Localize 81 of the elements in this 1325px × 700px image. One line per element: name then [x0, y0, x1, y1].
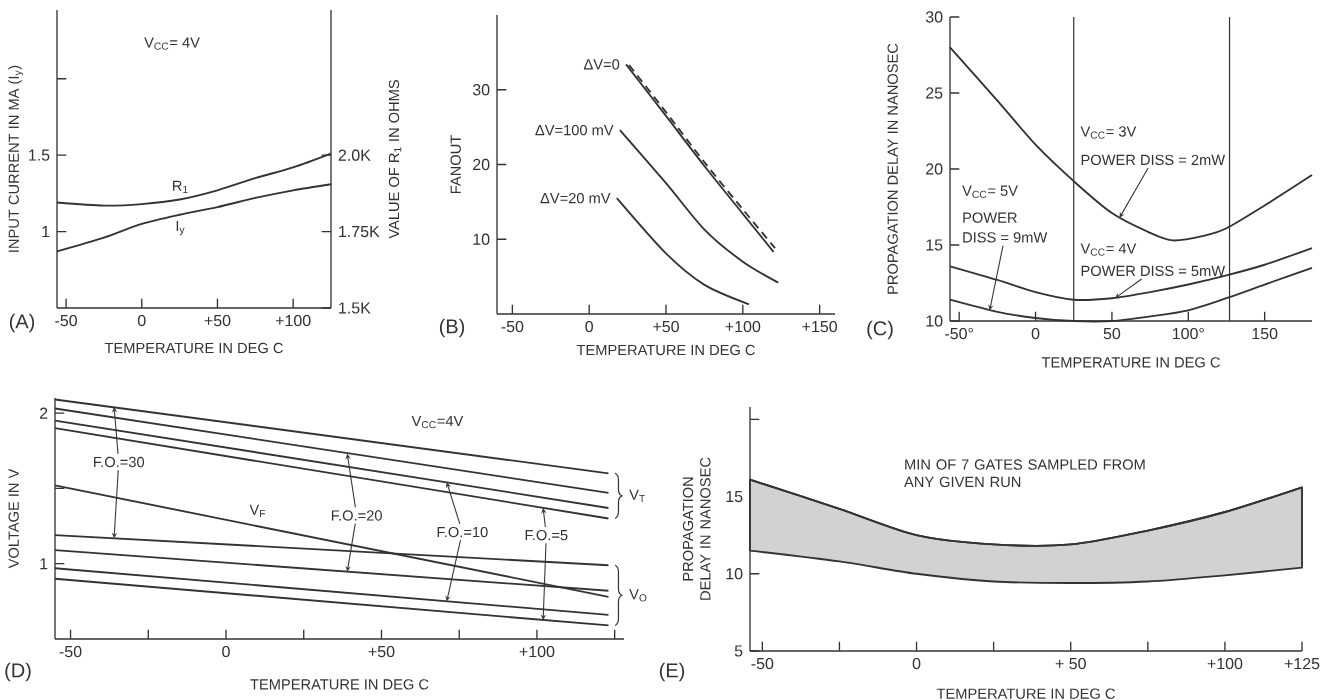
x-tick-label: -50 [59, 645, 82, 658]
x-tick-label: + 50 [1055, 657, 1086, 670]
annotation: POWER DISS = 5mW [1081, 265, 1226, 277]
annotation: F.O.=30 [94, 456, 145, 468]
y-tick-label: 20 [926, 163, 943, 175]
series-label: I$_{y}$ [176, 220, 185, 236]
x-tick-label: +50 [204, 314, 231, 327]
x-tick-label: -50 [55, 314, 78, 327]
x-tick-label: +150 [802, 320, 838, 333]
y2-axis-title: VALUE OF R$_{1}$ IN OHMS [388, 80, 402, 239]
y-axis-title: VOLTAGE IN V [8, 468, 19, 569]
x-tick-label: 100° [1172, 327, 1204, 340]
text: (A) [9, 313, 35, 333]
x-axis-title: TEMPERATURE IN DEG C [576, 344, 755, 356]
series-label: ΔV=0 [583, 59, 620, 70]
series-label: R$_{1}$ [173, 180, 188, 194]
x-tick-label: 150 [1252, 327, 1278, 340]
series-label: ΔV=20 mV [540, 192, 611, 204]
y-tick-label: 10 [926, 315, 943, 327]
text: V$_{O}$ [629, 589, 647, 602]
text: (D) [5, 662, 31, 682]
x-tick-label: +125 [1284, 657, 1320, 670]
y-tick-label: 1 [42, 226, 50, 238]
y-axis-title: INPUT CURRENT IN MA (I$_{y}$) [8, 65, 24, 252]
annotation: V$_{CC}$=4V [411, 415, 464, 429]
annotation: DISS = 9mW [963, 232, 1048, 243]
x-tick-label: 50 [1103, 327, 1121, 340]
x-tick-label: 0 [222, 645, 230, 658]
y2-tick-label: 1.5K [339, 302, 371, 314]
annotation: MIN OF 7 GATES SAMPLED FROM ANY GIVEN RUN [904, 459, 1145, 488]
y2-tick-label: 1.75K [339, 226, 380, 238]
annotation: F.O.=5 [525, 529, 568, 541]
x-axis-title: TEMPERATURE IN DEG C [250, 679, 429, 690]
x-tick-label: +100 [275, 314, 311, 327]
y-tick-label: 1.5 [29, 149, 50, 161]
y-axis-title: FANOUT [450, 135, 461, 194]
line-series [615, 197, 750, 306]
x-axis-title: TEMPERATURE IN DEG C [936, 688, 1115, 699]
x-tick-label: +50 [653, 320, 679, 333]
annotation: V$_{CC}$= 4V [144, 37, 200, 50]
annotation: V$_{CC}$= 4V [1080, 243, 1137, 256]
y-tick-label: 30 [925, 11, 943, 23]
annotation: POWER [963, 212, 1017, 223]
x-axis-title: TEMPERATURE IN DEG C [104, 342, 283, 354]
x-tick-label: 0 [585, 320, 594, 333]
x-tick-label: 0 [137, 314, 146, 327]
y-tick-label: 10 [473, 233, 490, 245]
x-tick-label: -50 [751, 657, 774, 670]
x-tick-label: +100 [1207, 657, 1243, 670]
text: V$_{T}$ [629, 489, 645, 503]
x-axis-title: TEMPERATURE IN DEG C [1041, 357, 1220, 368]
annotation: POWER DISS = 2mW [1081, 154, 1226, 166]
line-series [618, 129, 780, 284]
text: (B) [439, 318, 465, 338]
y-tick-label: 15 [926, 239, 943, 251]
x-tick-label: +100 [725, 320, 761, 333]
x-tick-label: -50 [501, 320, 524, 333]
series-label: V$_{F}$ [249, 504, 266, 517]
text: (E) [659, 662, 685, 682]
annotation: F.O.=10 [437, 526, 488, 538]
y-tick-label: 25 [926, 87, 943, 99]
annotation: V$_{CC}$= 3V [1080, 126, 1137, 139]
x-tick-label: 0 [912, 657, 921, 670]
annotation: V$_{CC}$= 5V [962, 185, 1018, 198]
x-tick-label: -50° [945, 327, 973, 340]
y-axis-title: PROPAGATION DELAY IN NANOSEC [887, 43, 898, 294]
series-label: ΔV=100 mV [535, 124, 614, 136]
x-tick-label: +100 [519, 645, 555, 658]
text: (C) [867, 320, 893, 340]
x-tick-label: 0 [1031, 327, 1040, 340]
y-tick-label: 1 [40, 558, 48, 570]
y2-tick-label: 2.0K [338, 149, 371, 161]
y-tick-label: 30 [472, 84, 490, 96]
y-tick-label: 15 [726, 490, 743, 503]
y-axis-title: PROPAGATION DELAY IN NANOSEC [682, 457, 711, 600]
y-tick-label: 10 [726, 568, 743, 580]
annotation: F.O.=20 [331, 510, 382, 521]
y-tick-label: 5 [734, 645, 743, 657]
y-tick-label: 2 [39, 407, 48, 419]
x-tick-label: +50 [368, 645, 395, 658]
y-tick-label: 20 [473, 158, 490, 171]
